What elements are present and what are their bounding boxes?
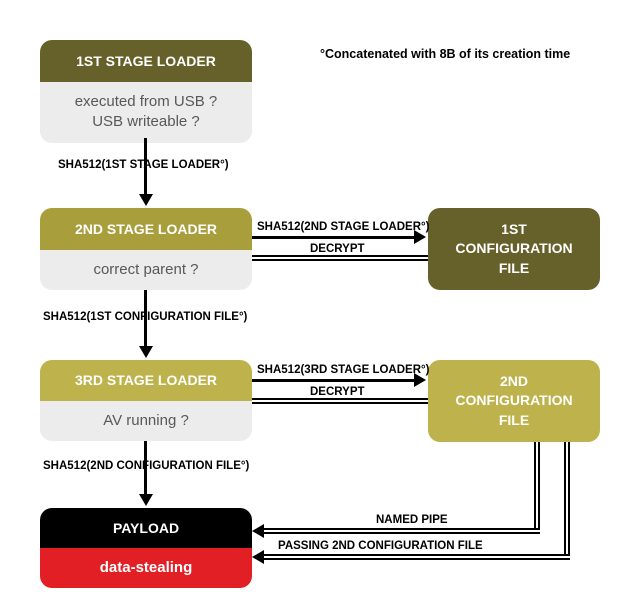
cfg1-line1: 1ST (501, 221, 527, 237)
stage3-title: 3RD STAGE LOADER (40, 360, 252, 401)
edge-s2-cfg1-label-bottom: DECRYPT (310, 243, 365, 255)
edge-s2-cfg1-line (252, 236, 416, 239)
edge-cfg2-payload-v2 (564, 442, 570, 560)
payload-block: PAYLOAD data-stealing (40, 508, 252, 588)
cfg1-block: 1ST CONFIGURATION FILE (428, 208, 600, 290)
stage1-sub-line2: USB writeable ? (92, 113, 200, 130)
stage1-title: 1ST STAGE LOADER (40, 40, 252, 82)
stage1-sub-line1: executed from USB ? (75, 93, 218, 110)
payload-sub-line1: data-stealing (100, 559, 193, 576)
edge-cfg2-payload-h1 (263, 528, 540, 534)
cfg2-line1: 2ND (500, 373, 528, 389)
stage3-sub: AV running ? (40, 401, 252, 441)
stage2-title: 2ND STAGE LOADER (40, 208, 252, 250)
edge-cfg2-payload-arrow1 (252, 524, 264, 538)
edge-s2-cfg1-label-top: SHA512(2ND STAGE LOADER°) (257, 221, 429, 233)
cfg1-line3: FILE (499, 260, 529, 276)
stage2-sub-line1: correct parent ? (93, 261, 198, 278)
edge-s2-s3-label: SHA512(1ST CONFIGURATION FILE°) (43, 311, 247, 323)
edge-s3-cfg2-label-top: SHA512(3RD STAGE LOADER°) (257, 364, 429, 376)
edge-cfg1-s2-return (252, 255, 428, 261)
payload-title: PAYLOAD (40, 508, 252, 548)
edge-s3-cfg2-label-bottom: DECRYPT (310, 386, 365, 398)
cfg2-line2: CONFIGURATION (455, 392, 572, 408)
edge-cfg2-s3-return (252, 398, 428, 404)
edge-cfg2-payload-label-bottom: PASSING 2ND CONFIGURATION FILE (278, 540, 483, 552)
edge-cfg2-payload-v1 (534, 442, 540, 534)
edge-cfg2-payload-h2 (263, 554, 570, 560)
stage2-sub: correct parent ? (40, 250, 252, 290)
edge-s1-s2-arrow (139, 194, 153, 206)
edge-s3-payload-arrow (139, 494, 153, 506)
edge-s3-cfg2-line (252, 379, 416, 382)
payload-sub: data-stealing (40, 548, 252, 588)
edge-s2-s3-arrow (139, 346, 153, 358)
edge-cfg2-payload-arrow2 (252, 550, 264, 564)
stage1-block: 1ST STAGE LOADER executed from USB ? USB… (40, 40, 252, 143)
edge-cfg2-payload-label-top: NAMED PIPE (376, 514, 448, 526)
footnote-text: °Concatenated with 8B of its creation ti… (320, 47, 620, 61)
stage2-block: 2ND STAGE LOADER correct parent ? (40, 208, 252, 290)
edge-s3-payload-label: SHA512(2ND CONFIGURATION FILE°) (43, 460, 249, 472)
cfg1-line2: CONFIGURATION (455, 240, 572, 256)
cfg2-line3: FILE (499, 412, 529, 428)
cfg2-block: 2ND CONFIGURATION FILE (428, 360, 600, 442)
edge-s1-s2-label: SHA512(1ST STAGE LOADER°) (58, 159, 229, 171)
stage1-sub: executed from USB ? USB writeable ? (40, 82, 252, 143)
stage3-block: 3RD STAGE LOADER AV running ? (40, 360, 252, 441)
stage3-sub-line1: AV running ? (103, 412, 189, 429)
